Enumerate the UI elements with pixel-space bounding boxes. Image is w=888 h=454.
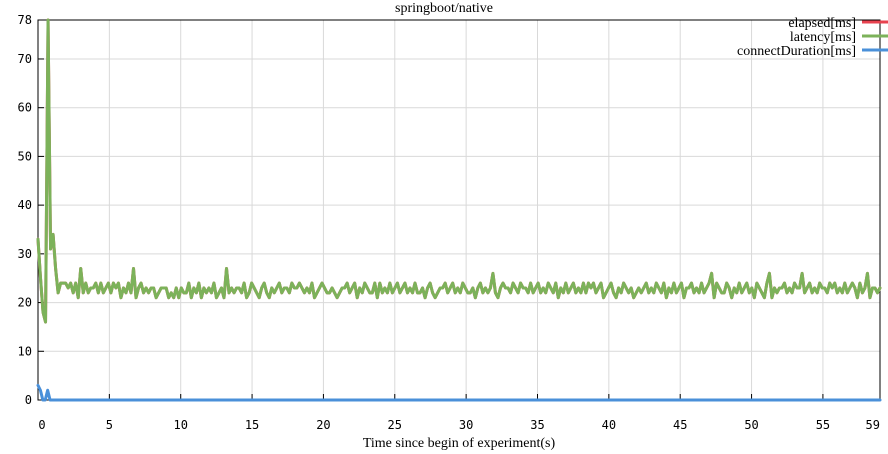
y-tick-label: 0: [25, 393, 32, 407]
legend-label: latency[ms]: [790, 30, 856, 45]
x-tick-label: 5: [106, 418, 113, 432]
y-tick-label: 78: [18, 13, 32, 27]
x-tick-label: 59: [866, 418, 880, 432]
legend-label: connectDuration[ms]: [737, 44, 856, 59]
x-tick-label: 45: [673, 418, 687, 432]
x-tick-label: 40: [602, 418, 616, 432]
series-line-1: [36, 18, 882, 324]
x-tick-label: 0: [38, 418, 45, 432]
x-tick-label: 15: [245, 418, 259, 432]
series-layer: [36, 18, 882, 402]
x-tick-label: 20: [316, 418, 330, 432]
y-tick-label: 40: [18, 198, 32, 212]
y-tick-label: 10: [18, 344, 32, 358]
x-tick-label: 35: [530, 418, 544, 432]
x-tick-label: 25: [388, 418, 402, 432]
series-line-0: [36, 18, 882, 324]
y-tick-label: 70: [18, 52, 32, 66]
series-line-2: [36, 383, 882, 402]
legend: elapsed[ms]latency[ms]connectDuration[ms…: [737, 16, 888, 59]
plot-border: [37, 19, 881, 401]
chart-title: springboot/native: [395, 1, 493, 16]
y-tick-label: 20: [18, 296, 32, 310]
y-tick-label: 60: [18, 101, 32, 115]
legend-label: elapsed[ms]: [788, 16, 856, 31]
y-tick-label: 50: [18, 149, 32, 163]
axis-ticks: 0 10 20 30 40 50 60 70 78 0 5 10 15 20 25 30 35 40 45 50 55 5…: [18, 13, 881, 432]
x-tick-label: 50: [744, 418, 758, 432]
y-tick-label: 30: [18, 247, 32, 261]
x-axis-label: Time since begin of experiment(s): [363, 436, 556, 451]
x-tick-label: 10: [173, 418, 187, 432]
x-tick-label: 30: [459, 418, 473, 432]
x-tick-label: 55: [816, 418, 830, 432]
grid: [37, 19, 881, 401]
